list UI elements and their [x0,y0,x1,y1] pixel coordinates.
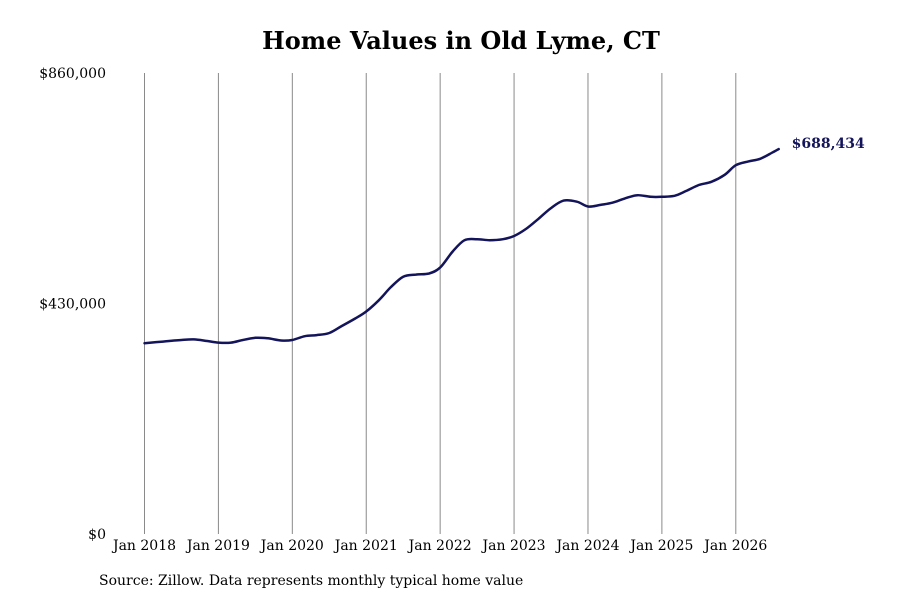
x-tick-label: Jan 2020 [259,538,324,554]
x-tick-label: Jan 2024 [554,538,619,554]
x-tick-label: Jan 2021 [333,538,398,554]
grid-lines [144,73,737,534]
x-tick-label: Jan 2025 [628,538,693,554]
y-tick-label: $430,000 [39,297,106,313]
source-note: Source: Zillow. Data represents monthly … [99,573,524,589]
chart-title: Home Values in Old Lyme, CT [262,26,660,55]
x-axis-ticks: Jan 2018 Jan 2019 Jan 2020 Jan 2021 Jan 2022… [111,538,767,554]
x-tick-label: Jan 2022 [407,538,472,554]
end-value-label: $688,434 [792,136,865,152]
y-tick-label: $860,000 [39,66,106,82]
x-tick-label: Jan 2019 [185,538,250,554]
x-tick-label: Jan 2026 [702,538,767,554]
y-axis-ticks: $0 $430,000 $860,000 [39,66,106,543]
y-tick-label: $0 [88,527,106,543]
x-tick-label: Jan 2018 [111,538,176,554]
series-layer: $688,434 [143,136,865,345]
home-value-line [143,147,780,345]
x-tick-label: Jan 2023 [481,538,546,554]
